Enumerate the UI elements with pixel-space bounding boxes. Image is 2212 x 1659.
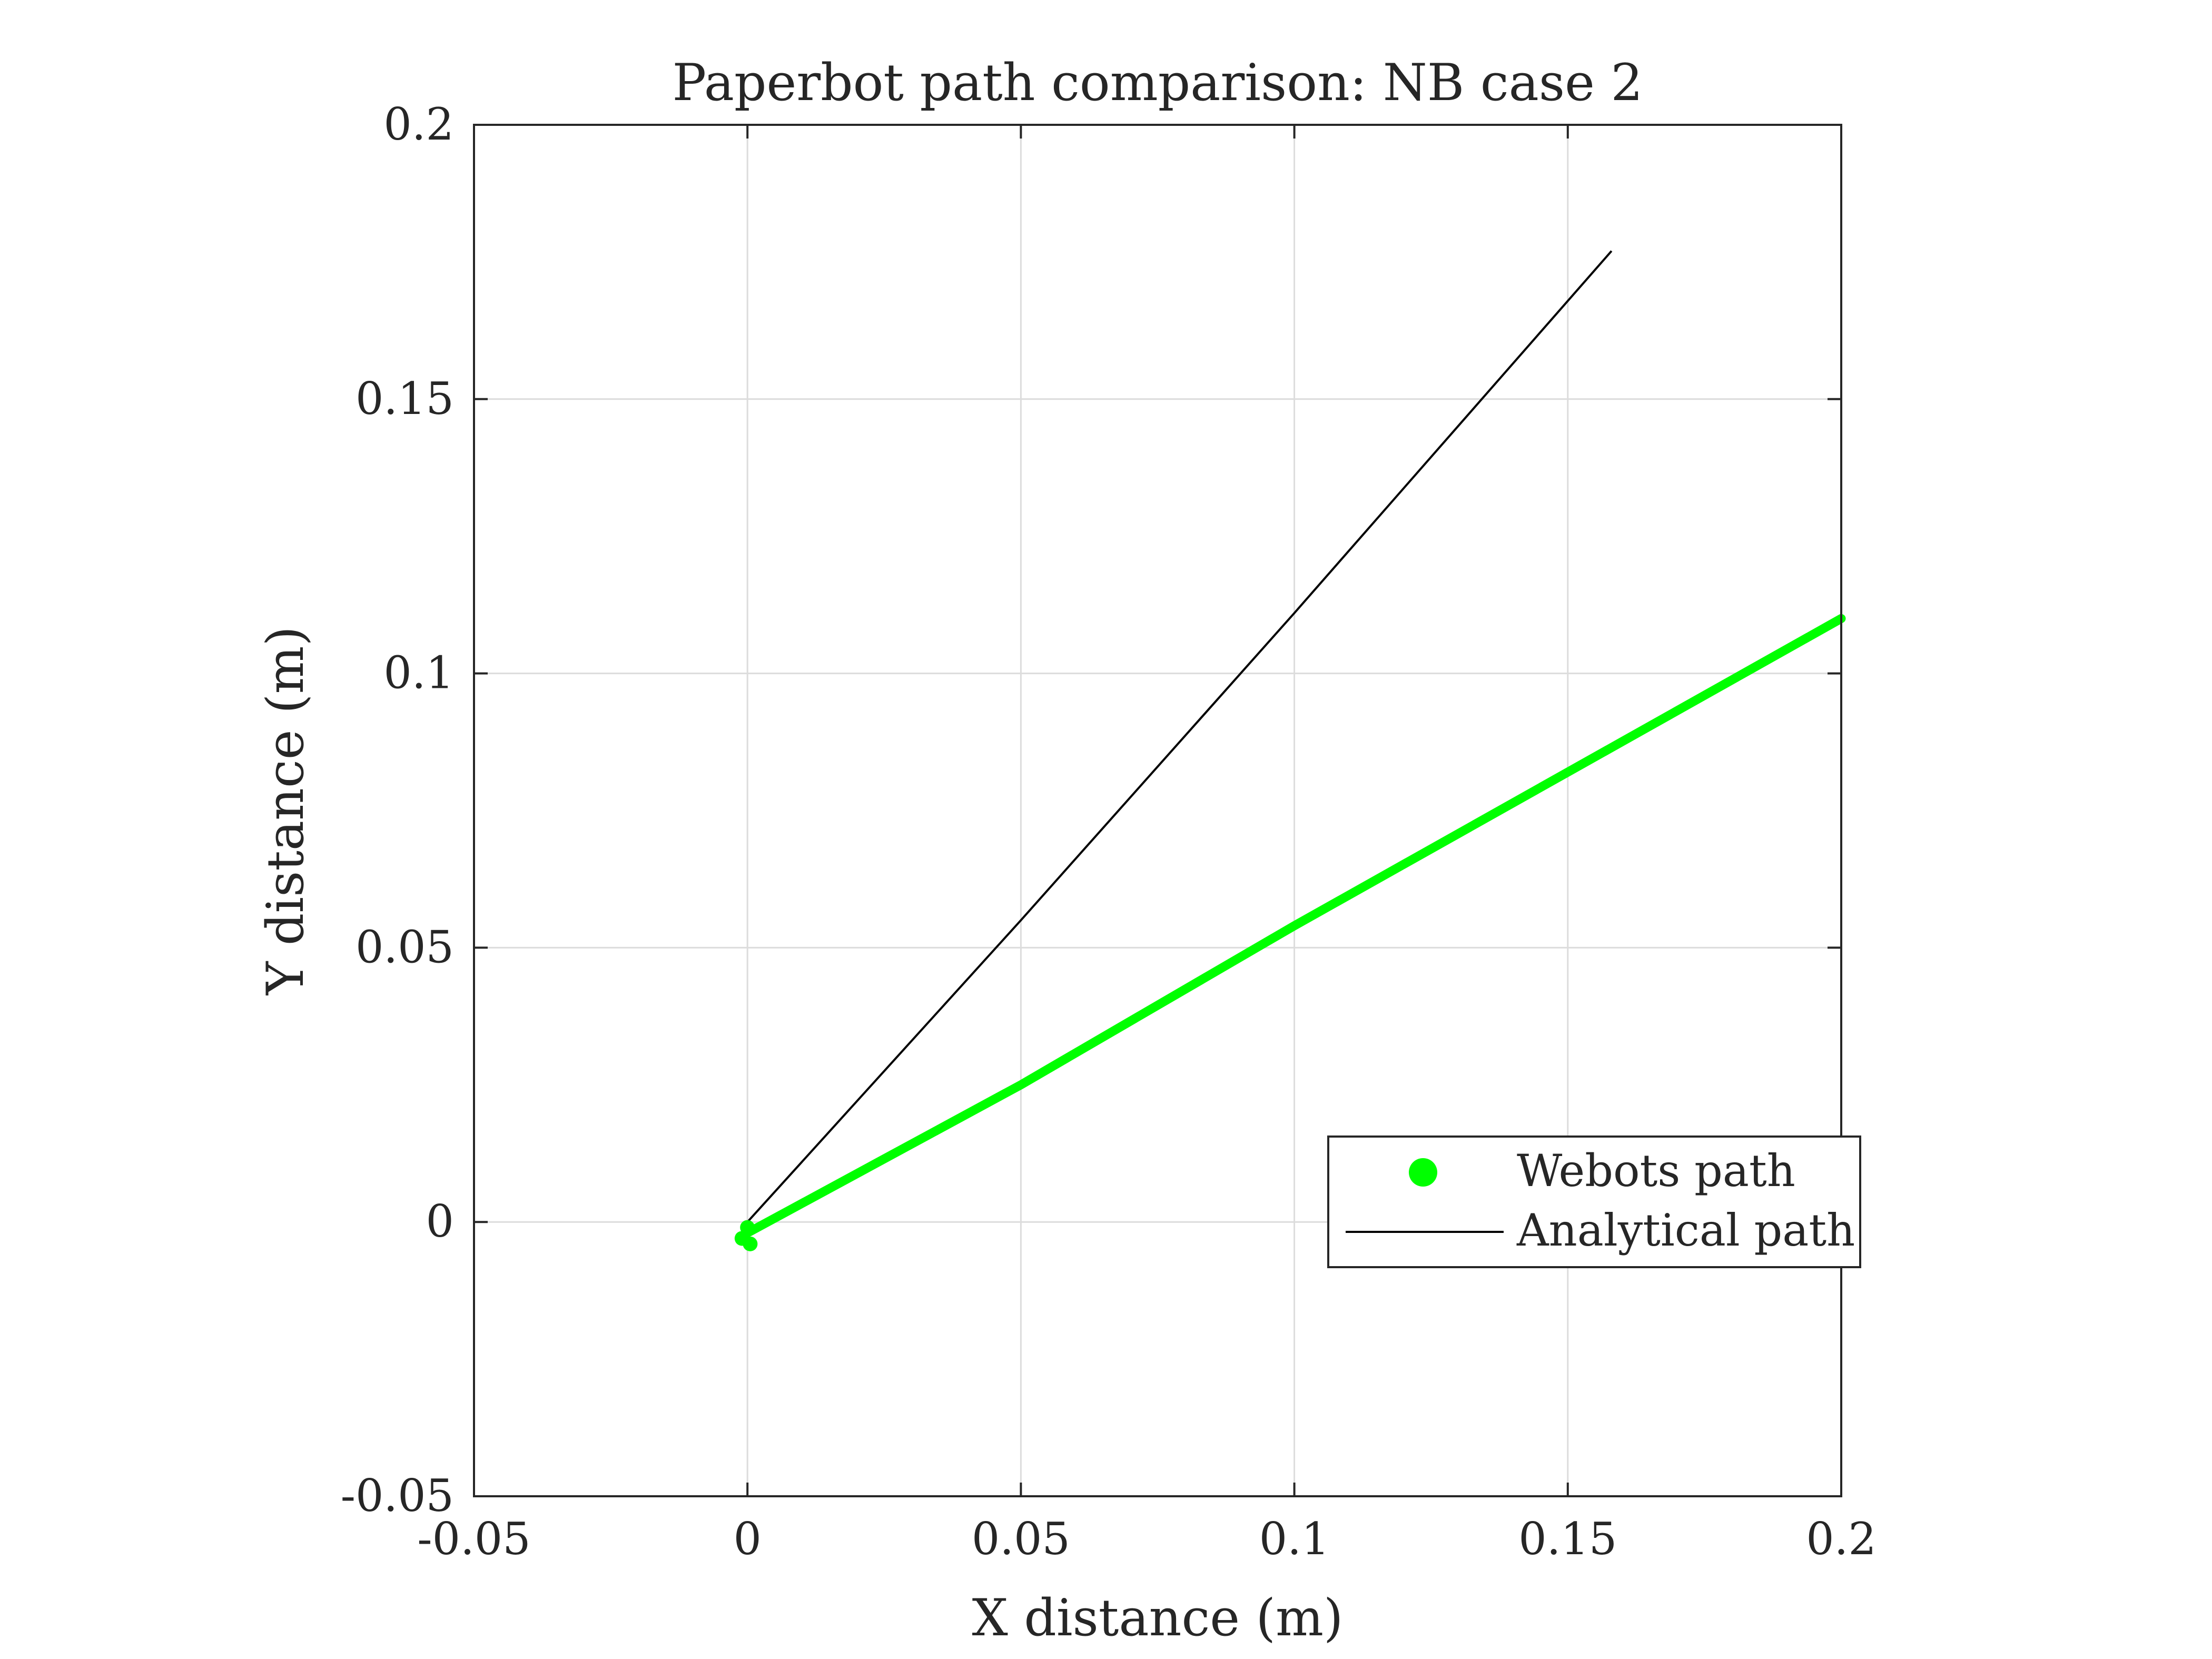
axis-ticks: -0.05 0 0.05 0.1 0.15 0.2 -0.05 0 0.05 0.1 0.15 0.2 <box>341 98 1877 1565</box>
y-tick-label: 0.2 <box>383 98 454 150</box>
x-tick-label: 0.05 <box>972 1513 1070 1565</box>
x-tick-label: 0.15 <box>1518 1513 1617 1565</box>
legend-analytical-label: Analytical path <box>1516 1204 1855 1256</box>
x-tick-label: 0.2 <box>1806 1513 1877 1565</box>
x-tick-label: 0 <box>733 1513 761 1565</box>
webots-start-point <box>740 1220 755 1235</box>
y-tick-label: 0.15 <box>355 373 454 424</box>
y-tick-label: 0.1 <box>383 647 454 699</box>
y-axis-label: Y distance (m) <box>256 626 315 996</box>
webots-start-point <box>743 1236 758 1251</box>
x-tick-label: -0.05 <box>417 1513 530 1565</box>
plot-frame <box>473 124 1842 1497</box>
analytical-path-line <box>746 250 1613 1223</box>
legend-box <box>1327 1135 1861 1268</box>
plot-area <box>474 125 1841 1496</box>
chart-title: Paperbot path comparison: NB case 2 <box>673 53 1643 112</box>
legend-webots-label: Webots path <box>1517 1145 1795 1197</box>
y-tick-label: 0 <box>426 1196 454 1247</box>
legend: Webots path Analytical path <box>1327 1135 1861 1268</box>
x-axis-label: X distance (m) <box>972 1588 1344 1647</box>
y-tick-label: 0.05 <box>355 921 454 973</box>
grid-lines <box>474 125 1841 1496</box>
y-tick-label: -0.05 <box>341 1470 454 1522</box>
webots-path-line <box>743 614 1846 1238</box>
series-lines <box>734 250 1846 1251</box>
legend-webots-marker <box>1409 1158 1437 1187</box>
x-tick-label: 0.1 <box>1259 1513 1330 1565</box>
